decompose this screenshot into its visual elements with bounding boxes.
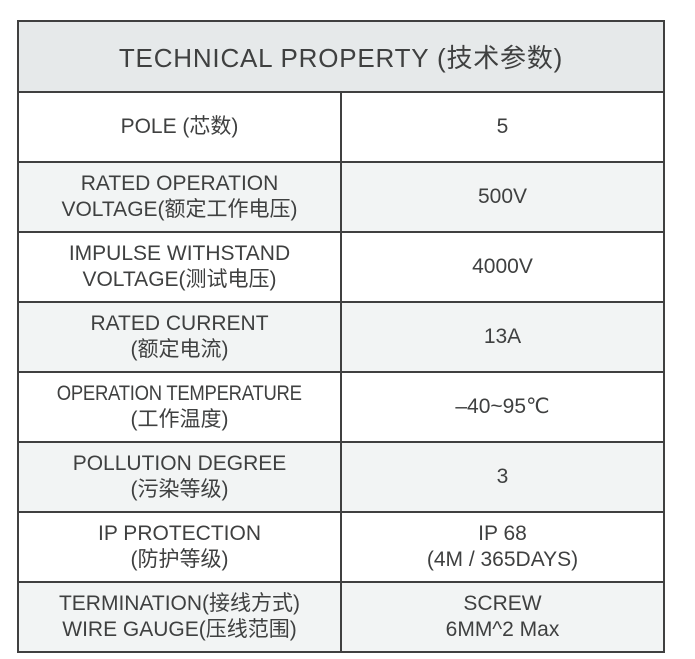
- spec-label: RATED CURRENT (额定电流): [17, 301, 342, 373]
- spec-label-line: IP PROTECTION: [98, 521, 261, 545]
- spec-value-line: IP 68: [478, 521, 527, 545]
- spec-label: POLE (芯数): [17, 91, 342, 163]
- spec-label: IP PROTECTION (防护等级): [17, 511, 342, 583]
- table-body: POLE (芯数) 5 RATED OPERATION VOLTAGE(额定工作电压)…: [17, 91, 665, 653]
- spec-value-line: 5: [496, 114, 509, 138]
- spec-label: RATED OPERATION VOLTAGE(额定工作电压): [17, 161, 342, 233]
- spec-value: –40~95℃: [340, 371, 665, 443]
- spec-value: 500V: [340, 161, 665, 233]
- spec-value: 13A: [340, 301, 665, 373]
- spec-value: 4000V: [340, 231, 665, 303]
- spec-row: RATED CURRENT (额定电流) 13A: [17, 301, 665, 373]
- spec-label-line: RATED CURRENT: [90, 311, 269, 335]
- spec-label-line: VOLTAGE(测试电压): [82, 268, 277, 291]
- spec-label-line: IMPULSE WITHSTAND: [68, 241, 291, 265]
- spec-label-line: VOLTAGE(额定工作电压): [61, 198, 298, 221]
- spec-value: 3: [340, 441, 665, 513]
- spec-value-line: 500V: [477, 184, 528, 208]
- spec-value-line: 4000V: [472, 254, 533, 278]
- spec-label-line: RATED OPERATION: [80, 171, 279, 195]
- spec-row: POLE (芯数) 5: [17, 91, 665, 163]
- spec-label-line: POLLUTION DEGREE: [72, 451, 287, 475]
- spec-value: SCREW 6MM^2 Max: [340, 581, 665, 653]
- spec-label-line: TERMINATION(接线方式): [58, 591, 301, 615]
- spec-row: OPERATION TEMPERATURE (工作温度) –40~95℃: [17, 371, 665, 443]
- spec-row: TERMINATION(接线方式) WIRE GAUGE(压线范围) SCREW 6M…: [17, 581, 665, 653]
- spec-label: TERMINATION(接线方式) WIRE GAUGE(压线范围): [17, 581, 342, 653]
- spec-value-line: 3: [496, 464, 509, 488]
- spec-value-line: 13A: [483, 324, 522, 348]
- spec-label: IMPULSE WITHSTAND VOLTAGE(测试电压): [17, 231, 342, 303]
- spec-label: POLLUTION DEGREE (污染等级): [17, 441, 342, 513]
- spec-row: IMPULSE WITHSTAND VOLTAGE(测试电压) 4000V: [17, 231, 665, 303]
- table-title-row: TECHNICAL PROPERTY (技术参数): [17, 20, 665, 93]
- spec-value-line: 6MM^2 Max: [445, 618, 560, 641]
- spec-label-line: WIRE GAUGE(压线范围): [62, 618, 297, 641]
- spec-label-line: (额定电流): [130, 338, 229, 361]
- spec-label-line: (污染等级): [130, 478, 229, 501]
- spec-label-line: OPERATION TEMPERATURE: [57, 381, 302, 405]
- spec-row: IP PROTECTION (防护等级) IP 68 (4M / 365DAYS): [17, 511, 665, 583]
- spec-row: POLLUTION DEGREE (污染等级) 3: [17, 441, 665, 513]
- spec-label: OPERATION TEMPERATURE (工作温度): [17, 371, 342, 443]
- spec-value-line: (4M / 365DAYS): [426, 548, 579, 571]
- technical-property-table: TECHNICAL PROPERTY (技术参数) POLE (芯数) 5 RATE…: [17, 20, 665, 653]
- table-title: TECHNICAL PROPERTY (技术参数): [17, 20, 665, 93]
- spec-value-line: SCREW: [463, 591, 542, 615]
- spec-label-line: POLE (芯数): [120, 114, 239, 138]
- spec-label-line: (工作温度): [130, 408, 229, 431]
- spec-label-line: (防护等级): [130, 548, 229, 571]
- spec-value: 5: [340, 91, 665, 163]
- spec-value: IP 68 (4M / 365DAYS): [340, 511, 665, 583]
- spec-value-line: –40~95℃: [455, 394, 550, 418]
- spec-row: RATED OPERATION VOLTAGE(额定工作电压) 500V: [17, 161, 665, 233]
